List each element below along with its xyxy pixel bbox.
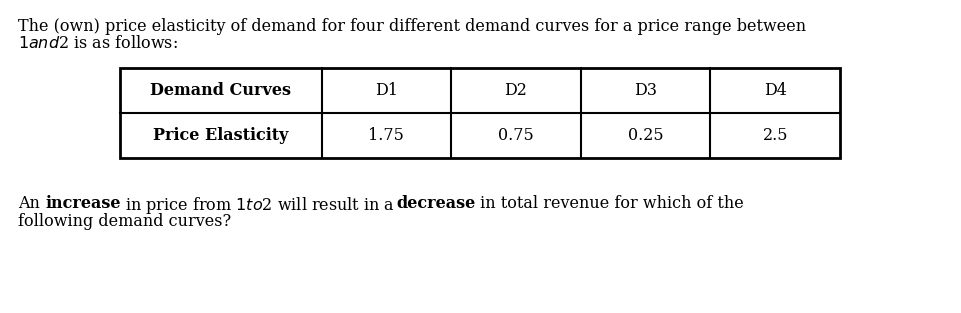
Text: $1 and $2 is as follows:: $1 and $2 is as follows: bbox=[18, 35, 178, 52]
Text: in price from $1 to $2 will result in a: in price from $1 to $2 will result in a bbox=[120, 195, 396, 216]
Text: 0.25: 0.25 bbox=[628, 127, 663, 144]
Text: in total revenue for which of the: in total revenue for which of the bbox=[476, 195, 744, 212]
Text: Demand Curves: Demand Curves bbox=[150, 82, 291, 99]
Text: 0.75: 0.75 bbox=[498, 127, 534, 144]
Bar bbox=[120, 68, 840, 158]
Text: D2: D2 bbox=[505, 82, 528, 99]
Text: increase: increase bbox=[45, 195, 120, 212]
Text: 1.75: 1.75 bbox=[368, 127, 405, 144]
Text: An: An bbox=[18, 195, 45, 212]
Text: The (own) price elasticity of demand for four different demand curves for a pric: The (own) price elasticity of demand for… bbox=[18, 18, 806, 35]
Text: D4: D4 bbox=[764, 82, 787, 99]
Text: following demand curves?: following demand curves? bbox=[18, 213, 232, 230]
Text: Price Elasticity: Price Elasticity bbox=[153, 127, 288, 144]
Text: decrease: decrease bbox=[396, 195, 476, 212]
Text: D1: D1 bbox=[375, 82, 398, 99]
Text: D3: D3 bbox=[634, 82, 657, 99]
Text: 2.5: 2.5 bbox=[762, 127, 788, 144]
